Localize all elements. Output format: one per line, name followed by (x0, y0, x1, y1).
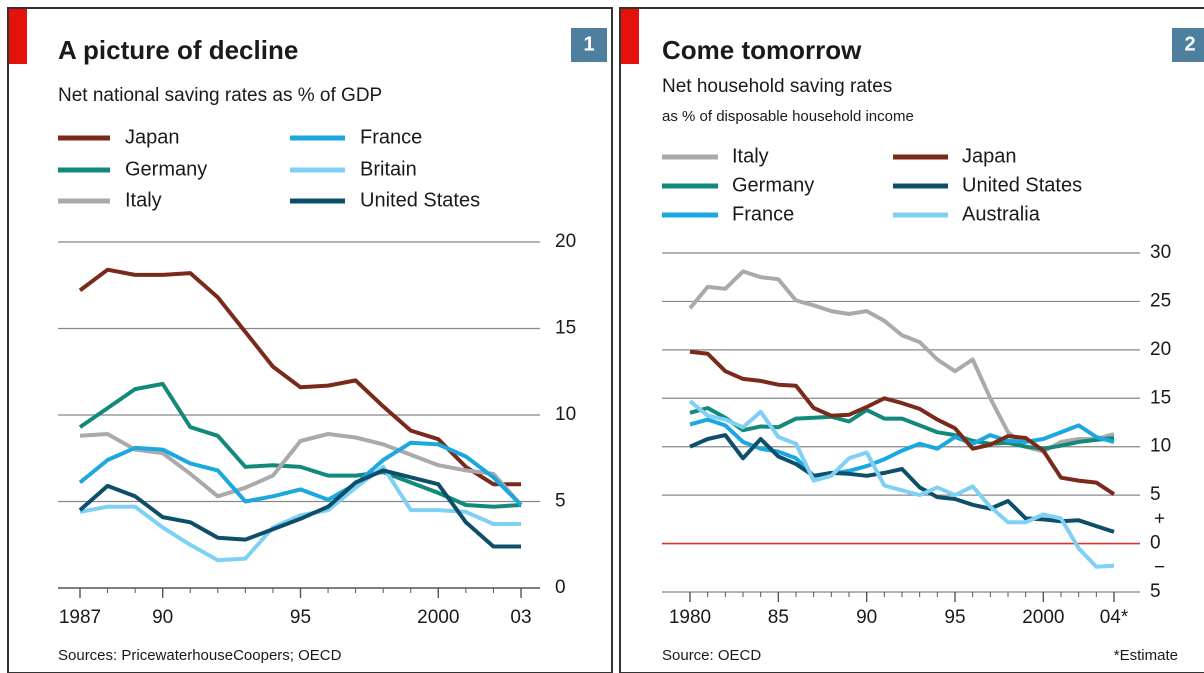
x-tick-label: 03 (510, 607, 531, 628)
series-line (688, 399, 1115, 569)
legend-label: Japan (962, 145, 1017, 167)
series-line (78, 468, 521, 549)
chart-title: A picture of decline (58, 35, 298, 65)
x-tick-label: 90 (152, 607, 173, 628)
y-tick-label: 10 (1150, 436, 1171, 457)
badge-number: 1 (583, 33, 594, 55)
series-line (689, 433, 1115, 534)
legend-label: France (360, 126, 422, 148)
legend-label: Japan (125, 126, 180, 148)
y-tick-label: 15 (1150, 387, 1171, 408)
subtitle: Net national saving rates as % of GDP (58, 85, 382, 106)
legend-label: United States (962, 174, 1082, 196)
legend-label: France (732, 203, 794, 225)
footnote: *Estimate (1114, 647, 1178, 664)
panel-frame (619, 7, 1204, 673)
y-tick-label: 30 (1150, 242, 1171, 263)
badge (1172, 28, 1204, 62)
legend-label: Germany (732, 174, 814, 196)
legend-label: Britain (360, 158, 417, 180)
x-tick-label: 2000 (417, 607, 459, 628)
x-tick-label: 1987 (59, 607, 101, 628)
y-tick-label: 5 (555, 491, 566, 512)
source: Source: OECD (662, 647, 761, 664)
source: Sources: PricewaterhouseCoopers; OECD (58, 647, 342, 664)
panel-frame (7, 7, 613, 673)
series-line (79, 432, 523, 507)
series-line (78, 440, 523, 507)
y-tick-label: 25 (1150, 290, 1171, 311)
x-tick-label: 2000 (1022, 607, 1064, 628)
y-tick-label: 5 (1150, 484, 1161, 505)
subtitle: as % of disposable household income (662, 108, 914, 125)
badge (571, 28, 607, 62)
badge-number: 2 (1184, 33, 1195, 55)
y-tick-label: 0 (555, 577, 566, 598)
chart-title: Come tomorrow (662, 35, 862, 65)
red-tag (9, 9, 27, 64)
x-tick-label: 90 (856, 607, 877, 628)
x-tick-label: 95 (290, 607, 311, 628)
y-tick-label: 20 (555, 231, 576, 252)
series-line (689, 349, 1116, 496)
legend-label: Italy (125, 189, 162, 211)
x-tick-label: 95 (944, 607, 965, 628)
subtitle: Net household saving rates (662, 76, 892, 97)
x-tick-label: 04* (1100, 607, 1129, 628)
y-tick-label: 0 (1150, 533, 1161, 554)
y-tick-label: 15 (555, 318, 576, 339)
x-tick-label: 85 (768, 607, 789, 628)
y-tick-label: 10 (555, 404, 576, 425)
x-tick-label: 1980 (669, 607, 711, 628)
legend-label: United States (360, 189, 480, 211)
series-line (79, 464, 521, 563)
annotation: + (1154, 508, 1165, 529)
y-tick-label: 20 (1150, 339, 1171, 360)
legend-label: Australia (962, 203, 1041, 225)
red-tag (621, 9, 639, 64)
series-line (688, 269, 1115, 454)
annotation: − (1154, 557, 1165, 578)
series-line (689, 417, 1115, 478)
legend-label: Germany (125, 158, 207, 180)
y-tick-label: 5 (1150, 581, 1161, 602)
series-line (689, 406, 1115, 451)
legend-label: Italy (732, 145, 769, 167)
